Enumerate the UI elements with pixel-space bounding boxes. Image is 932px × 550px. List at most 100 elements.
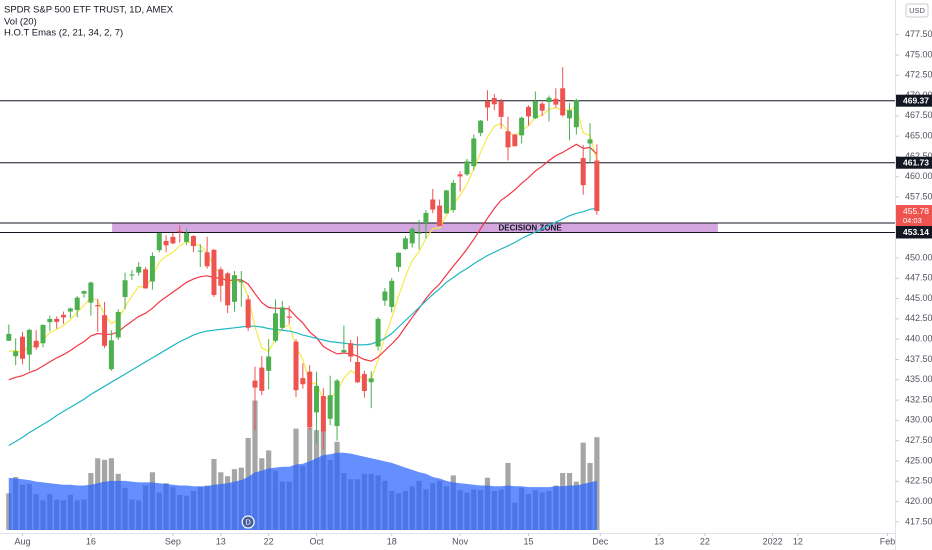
candle-body — [368, 378, 374, 383]
candle-body — [61, 314, 67, 318]
y-tick-label: 430.00 — [905, 415, 932, 425]
hline-price-box — [896, 94, 932, 107]
candle-body — [396, 252, 402, 267]
candle-body — [67, 308, 73, 312]
candle-body — [122, 280, 128, 297]
x-tick-label: Oct — [310, 536, 325, 546]
x-tick-label: 22 — [264, 536, 274, 546]
candle-body — [13, 351, 19, 357]
candle-body — [355, 361, 361, 383]
candle-body — [539, 103, 545, 111]
candle-body — [327, 395, 333, 419]
y-tick-label: 417.50 — [905, 516, 932, 526]
candle-body — [156, 233, 162, 251]
currency-box[interactable] — [905, 3, 929, 18]
y-tick-label: 445.00 — [905, 293, 932, 303]
candle-body — [293, 341, 299, 391]
candle-body — [553, 98, 559, 105]
candle-body — [505, 131, 511, 148]
candle-body — [238, 280, 244, 283]
candle-body — [300, 378, 306, 385]
ema-line — [8, 207, 597, 447]
candle-body — [457, 174, 463, 177]
candle-body — [95, 305, 101, 307]
hline-price-label: 469.37 — [903, 95, 929, 105]
candle-body — [307, 371, 313, 428]
candle-body — [266, 356, 272, 371]
y-tick-label: 450.00 — [905, 252, 932, 262]
candle-body — [580, 158, 586, 186]
candle-body — [450, 182, 456, 211]
y-tick-label: 457.50 — [905, 191, 932, 201]
candle-body — [491, 98, 497, 105]
last-price-box — [896, 205, 932, 227]
x-tick-label: Dec — [592, 536, 609, 546]
x-tick-label: 18 — [387, 536, 397, 546]
x-tick-label: 16 — [86, 536, 96, 546]
candle-body — [225, 273, 231, 306]
indicator-label: H.O.T Emas (2, 21, 34, 2, 7) — [4, 28, 123, 39]
x-tick-label: Aug — [14, 536, 30, 546]
x-tick-label: 13 — [654, 536, 664, 546]
candle-body — [177, 231, 183, 233]
candle-body — [47, 318, 53, 323]
hline-price-box — [896, 226, 932, 239]
candle-body — [382, 291, 388, 301]
y-tick-label: 440.00 — [905, 334, 932, 344]
y-tick-label: 460.00 — [905, 171, 932, 181]
x-tick-label: 13 — [216, 536, 226, 546]
candle-body — [54, 318, 60, 322]
candle-body — [594, 160, 600, 212]
last-price-label: 455.78 — [903, 206, 929, 216]
candle-body — [40, 324, 46, 344]
candle-body — [532, 101, 538, 119]
y-tick-label: 435.00 — [905, 374, 932, 384]
y-tick-label: 425.00 — [905, 455, 932, 465]
candle-body — [218, 269, 224, 286]
candle-body — [389, 280, 395, 307]
candle-body — [416, 232, 422, 234]
candle-body — [19, 336, 25, 359]
y-tick-label: 442.50 — [905, 313, 932, 323]
candle-body — [115, 311, 121, 338]
candle-body — [26, 329, 32, 355]
candle-body — [484, 101, 490, 108]
dividend-marker — [241, 515, 255, 529]
candle-body — [163, 240, 169, 246]
countdown-label: 04:03 — [903, 216, 922, 225]
hline-price-label: 453.14 — [903, 227, 929, 237]
candle-body — [259, 367, 265, 391]
y-tick-label: 472.50 — [905, 70, 932, 80]
candle-body — [143, 269, 149, 289]
chart-title: SPDR S&P 500 ETF TRUST, 1D, AMEX — [4, 5, 174, 16]
candle-body — [430, 199, 436, 210]
candle-body — [567, 110, 573, 119]
candle-body — [546, 97, 552, 103]
candle-body — [437, 205, 443, 226]
candle-body — [423, 212, 429, 224]
y-tick-label: 465.00 — [905, 131, 932, 141]
hline-price-box — [896, 156, 932, 169]
candle-body — [320, 396, 326, 432]
x-tick-label: Feb — [880, 536, 896, 546]
candle-body — [402, 238, 408, 250]
candle-body — [33, 340, 39, 348]
candle-body — [279, 307, 285, 328]
plot-area: DECISION ZONE D — [0, 67, 895, 530]
candle-body — [231, 275, 237, 302]
candle-body — [348, 343, 354, 357]
y-tick-label: 477.50 — [905, 29, 932, 39]
candle-body — [498, 101, 504, 117]
candle-body — [587, 139, 593, 144]
candle-body — [471, 138, 477, 167]
candle-body — [245, 299, 251, 328]
x-tick-label: Sep — [165, 536, 181, 546]
x-tick-label: 22 — [700, 536, 710, 546]
candle-body — [6, 333, 12, 341]
candle-body — [361, 374, 367, 391]
candle-body — [375, 318, 381, 347]
currency[interactable]: USD — [909, 6, 925, 15]
candle-body — [560, 88, 566, 116]
